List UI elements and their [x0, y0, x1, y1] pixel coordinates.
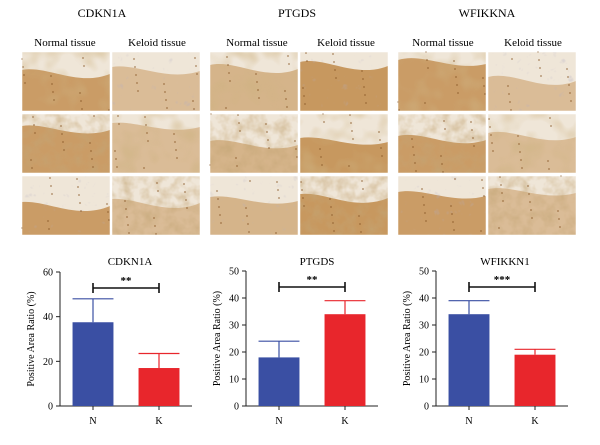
histology-label-normal: Normal tissue	[226, 37, 288, 49]
y-axis-label: Positive Area Ratio (%)	[402, 291, 413, 386]
y-tick-label: 20	[229, 348, 239, 359]
significance-label: **	[307, 274, 319, 286]
y-tick-label: 20	[419, 348, 429, 359]
x-tick-label: N	[275, 416, 282, 427]
y-tick-label: 60	[43, 268, 53, 279]
y-axis-label: Positive Area Ratio (%)	[26, 291, 37, 386]
histology-image	[299, 113, 389, 174]
y-tick-label: 50	[229, 267, 239, 278]
bar-chart-ptgds: PTGDS Positive Area Ratio (%) 0 10 20 30 40 50 N…	[212, 256, 378, 427]
bar-chart-wfikkn1: WFIKKN1 Positive Area Ratio (%) 0 10 20 30 40 5…	[402, 256, 568, 427]
histology-image	[111, 175, 201, 236]
histology-image	[111, 113, 201, 174]
bar	[258, 357, 300, 406]
histology-label-keloid: Keloid tissue	[504, 37, 562, 49]
x-tick-label: K	[341, 416, 349, 427]
y-tick-label: 10	[229, 375, 239, 386]
y-tick-label: 40	[419, 294, 429, 305]
bar-chart-cdkn1a: CDKN1A Positive Area Ratio (%) 0 20 40 60 N K **	[26, 256, 192, 427]
histology-image	[21, 175, 111, 236]
y-tick-label: 30	[229, 321, 239, 332]
significance-label: ***	[494, 274, 511, 286]
histology-image	[299, 175, 389, 236]
y-tick-label: 40	[43, 312, 53, 323]
chart-title: WFIKKN1	[480, 256, 530, 268]
y-tick-label: 0	[424, 402, 429, 413]
significance-label: **	[121, 275, 133, 287]
histology-image	[487, 175, 577, 236]
histology-title: WFIKKNA	[459, 6, 516, 20]
histology-image	[209, 175, 299, 236]
histology-title: CDKN1A	[78, 6, 127, 20]
histology-group-wfikkna: WFIKKNA Normal tissue Keloid tissue	[397, 6, 577, 236]
histology-group-ptgds: PTGDS Normal tissue Keloid tissue	[209, 6, 389, 236]
histology-image	[209, 113, 299, 174]
chart-title: PTGDS	[300, 256, 335, 268]
histology-group-cdkn1a: CDKN1A Normal tissue Keloid tissue	[21, 6, 201, 236]
bar	[324, 314, 366, 406]
y-tick-label: 10	[419, 375, 429, 386]
x-tick-label: K	[155, 416, 163, 427]
histology-image	[21, 113, 111, 174]
x-tick-label: N	[465, 416, 472, 427]
histology-label-keloid: Keloid tissue	[128, 37, 186, 49]
histology-label-keloid: Keloid tissue	[317, 37, 375, 49]
histology-image	[111, 51, 201, 112]
y-tick-label: 50	[419, 267, 429, 278]
y-tick-label: 0	[48, 402, 53, 413]
bar	[72, 322, 114, 406]
histology-label-normal: Normal tissue	[412, 37, 474, 49]
histology-image	[299, 51, 389, 112]
x-tick-label: K	[531, 416, 539, 427]
x-tick-label: N	[89, 416, 96, 427]
y-tick-label: 0	[234, 402, 239, 413]
histology-image	[397, 113, 487, 174]
histology-image	[21, 51, 111, 112]
y-tick-label: 40	[229, 294, 239, 305]
histology-image	[397, 175, 487, 236]
y-tick-label: 30	[419, 321, 429, 332]
y-axis-label: Positive Area Ratio (%)	[212, 291, 223, 386]
histology-title: PTGDS	[278, 6, 316, 20]
bar	[448, 314, 490, 406]
bar	[138, 368, 180, 406]
bar	[514, 354, 556, 406]
histology-panels: CDKN1A Normal tissue Keloid tissue PTGDS…	[21, 6, 577, 236]
chart-title: CDKN1A	[108, 256, 153, 268]
histology-label-normal: Normal tissue	[34, 37, 96, 49]
histology-image	[397, 51, 487, 112]
histology-image	[209, 51, 299, 112]
histology-image	[487, 113, 577, 174]
histology-image	[487, 51, 577, 112]
y-tick-label: 20	[43, 357, 53, 368]
